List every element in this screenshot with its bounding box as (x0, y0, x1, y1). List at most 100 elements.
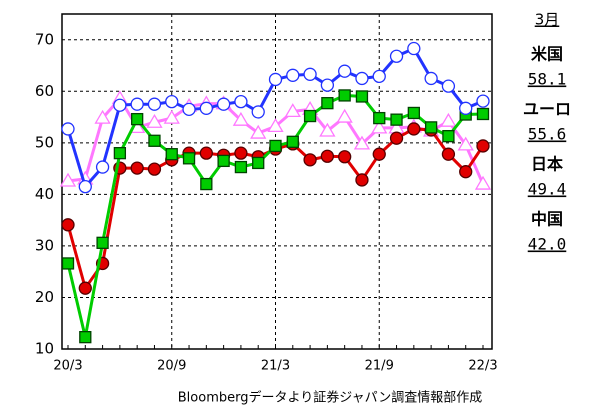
marker (286, 135, 299, 148)
footnote: Bloombergデータより証券ジャパン調査情報部作成 (178, 390, 482, 406)
y-tick-label: 20 (35, 288, 54, 306)
marker (199, 146, 213, 160)
marker (61, 257, 75, 270)
marker (355, 173, 369, 187)
x-tick-label: 20/3 (53, 359, 82, 374)
marker (320, 149, 335, 163)
marker (407, 41, 421, 56)
x-tick-label: 20/9 (157, 359, 186, 374)
marker (268, 72, 283, 87)
marker (303, 109, 317, 123)
marker (130, 161, 144, 175)
marker (338, 64, 352, 78)
marker (390, 113, 403, 126)
marker (131, 112, 144, 126)
marker (147, 97, 162, 111)
marker (320, 78, 335, 92)
marker (113, 98, 127, 112)
y-tick-label: 30 (35, 236, 54, 254)
marker (269, 139, 282, 153)
marker (163, 109, 180, 124)
marker (130, 97, 144, 111)
y-tick-label: 10 (35, 340, 54, 358)
marker (319, 122, 336, 137)
marker (182, 152, 196, 165)
marker (216, 97, 231, 111)
y-tick-label: 60 (35, 82, 54, 100)
marker (61, 122, 75, 136)
legend-name: ユーロ (523, 100, 571, 119)
x-tick-label: 22/3 (468, 359, 497, 374)
plot-frame (61, 13, 493, 350)
marker (234, 94, 248, 109)
marker (96, 236, 109, 249)
marker (303, 153, 317, 167)
marker (252, 156, 265, 170)
legend-value: 42.0 (528, 235, 567, 254)
marker (94, 109, 111, 124)
legend-value: 55.6 (528, 125, 567, 144)
marker (353, 135, 371, 150)
y-tick-label: 40 (35, 185, 54, 203)
marker (389, 49, 404, 63)
marker (232, 111, 250, 126)
marker (338, 89, 351, 102)
marker (476, 94, 490, 108)
x-tick-label: 21/9 (365, 359, 394, 374)
marker (373, 111, 386, 125)
y-tick-label: 50 (35, 133, 54, 151)
marker (165, 148, 178, 161)
legend-name: 中国 (531, 210, 563, 229)
marker (200, 177, 213, 191)
marker (59, 172, 77, 187)
marker (250, 124, 267, 139)
legend-name: 日本 (531, 155, 563, 174)
marker (234, 160, 248, 174)
marker (424, 71, 438, 86)
marker (457, 136, 474, 151)
marker (217, 154, 230, 168)
marker (336, 108, 353, 123)
marker (476, 107, 490, 121)
marker (441, 79, 456, 93)
marker (389, 131, 404, 145)
marker (407, 122, 421, 136)
marker (372, 69, 386, 84)
marker (441, 147, 456, 161)
marker (476, 139, 490, 153)
marker (303, 67, 317, 81)
marker (267, 118, 284, 133)
marker (165, 94, 179, 109)
marker (372, 147, 386, 161)
marker (424, 121, 438, 134)
x-tick-label: 21/3 (261, 359, 290, 374)
marker (407, 106, 420, 120)
marker (459, 165, 473, 179)
marker (147, 162, 162, 176)
marker (78, 281, 92, 295)
marker (474, 175, 492, 190)
marker (355, 90, 369, 103)
marker (182, 102, 196, 116)
legend-title: 3月 (535, 11, 560, 29)
legend-name: 米国 (531, 45, 563, 64)
marker (338, 150, 352, 164)
marker (146, 113, 163, 128)
marker (95, 160, 110, 174)
marker (459, 101, 473, 115)
marker (442, 129, 455, 143)
y-tick-label: 70 (35, 30, 54, 48)
marker (371, 119, 388, 134)
marker (199, 101, 213, 115)
marker (234, 146, 248, 160)
marker (284, 103, 301, 118)
legend-value: 58.1 (528, 70, 567, 89)
legend-value: 49.4 (528, 180, 567, 199)
marker (251, 105, 265, 119)
marker (440, 112, 457, 127)
marker (148, 134, 161, 147)
marker (78, 180, 92, 194)
marker (321, 97, 334, 110)
marker (286, 68, 300, 82)
